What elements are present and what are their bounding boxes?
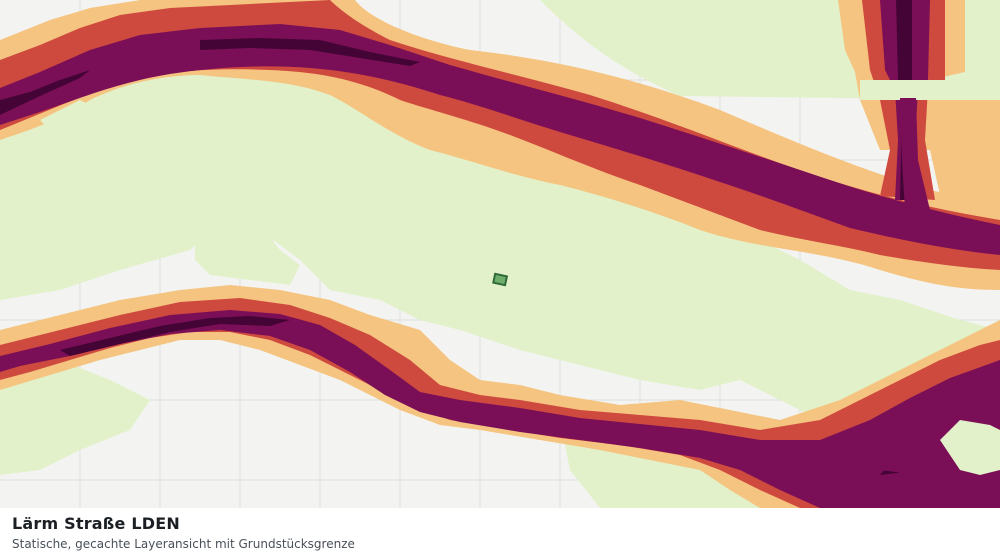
road-line xyxy=(860,80,1000,100)
noise-class-4-north xyxy=(0,24,1000,255)
legend-caption: Lärm Straße LDEN Statische, gecachte Lay… xyxy=(0,508,1000,560)
layer-subtitle: Statische, gecachte Layeransicht mit Gru… xyxy=(12,537,355,551)
noise-class-4-south xyxy=(0,310,1000,508)
layer-title: Lärm Straße LDEN xyxy=(12,514,180,533)
noise-class-4-ns-road-lower xyxy=(900,98,930,210)
noise-class-1-islands xyxy=(40,100,1000,475)
parcel-boundary[interactable] xyxy=(492,272,509,287)
noise-class-3-north xyxy=(0,0,1000,270)
